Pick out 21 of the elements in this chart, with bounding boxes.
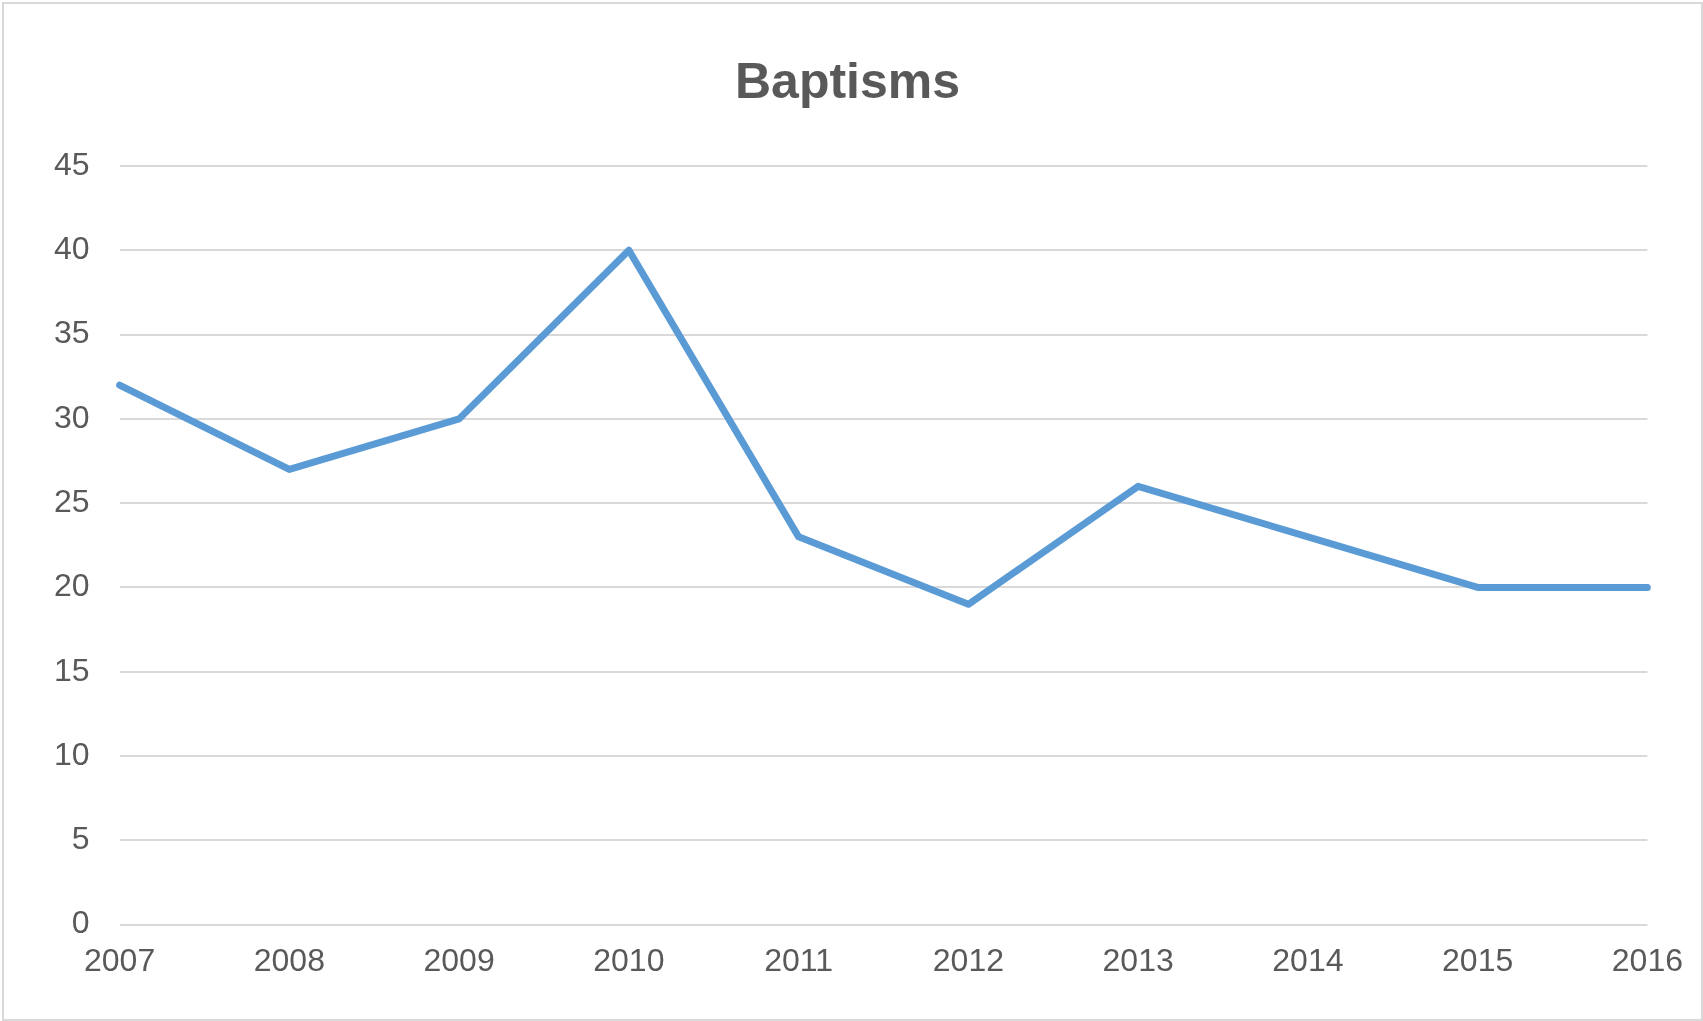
y-tick-label: 10	[54, 735, 90, 772]
y-tick-label: 35	[54, 314, 90, 351]
x-tick-label: 2011	[764, 941, 834, 978]
x-tick-label: 2013	[1102, 941, 1174, 978]
x-tick-label: 2008	[253, 941, 325, 978]
x-tick-label: 2016	[1611, 941, 1683, 978]
x-tick-label: 2009	[423, 941, 495, 978]
y-tick-label: 0	[71, 904, 90, 941]
x-tick-label: 2014	[1272, 941, 1344, 978]
x-tick-label: 2010	[593, 941, 665, 978]
y-tick-label: 45	[54, 145, 90, 182]
x-tick-label: 2015	[1442, 941, 1514, 978]
y-tick-label: 15	[54, 651, 90, 688]
x-tick-label: 2007	[84, 941, 156, 978]
y-tick-label: 20	[54, 567, 90, 604]
y-tick-label: 5	[71, 820, 90, 857]
chart-title: Baptisms	[734, 52, 961, 109]
y-tick-label: 30	[54, 398, 90, 435]
x-tick-label: 2012	[932, 941, 1004, 978]
y-tick-label: 25	[54, 482, 90, 519]
y-tick-label: 40	[54, 230, 90, 267]
